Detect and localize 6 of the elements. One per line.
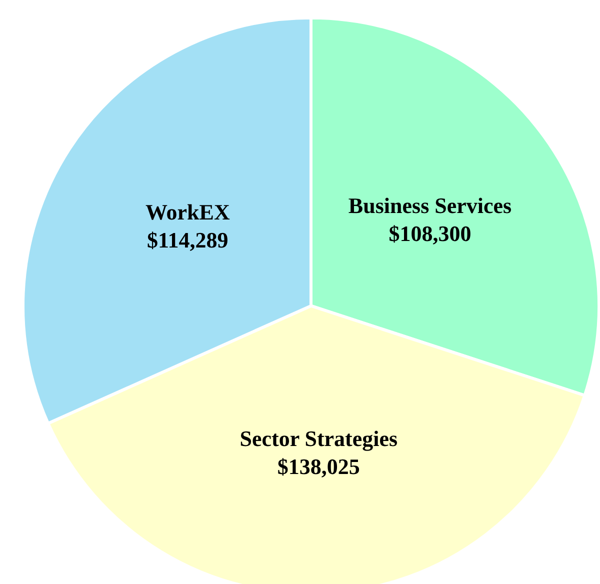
slice-label: WorkEX <box>145 199 230 224</box>
data-label: $138,025 <box>277 454 360 480</box>
slice-label: Sector Strategies <box>240 426 398 452</box>
slice-label: Business Services <box>348 193 512 218</box>
data-label: $108,300 <box>388 221 472 246</box>
data-label: $114,289 <box>147 227 228 252</box>
